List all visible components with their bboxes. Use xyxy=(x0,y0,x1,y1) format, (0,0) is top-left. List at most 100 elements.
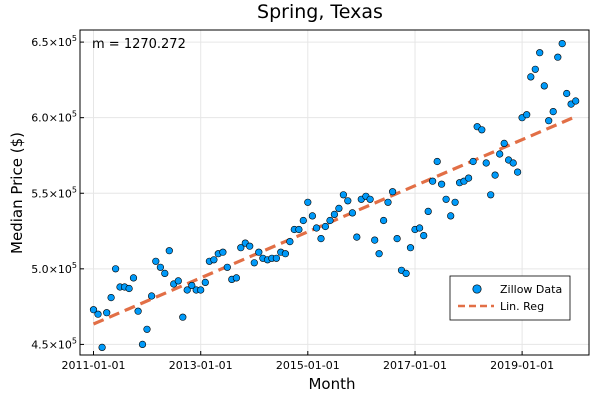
y-tick-mantissa: 4.5 xyxy=(31,338,49,351)
data-point xyxy=(496,150,504,158)
data-point xyxy=(540,82,548,90)
x-tick-label: 2019-01-01 xyxy=(490,359,554,372)
data-point xyxy=(174,277,182,285)
data-point xyxy=(210,256,218,264)
data-point xyxy=(312,224,321,232)
data-point xyxy=(223,263,231,271)
y-tick-times: ×10 xyxy=(49,263,72,276)
y-tick-exponent: 5 xyxy=(72,34,77,43)
data-point xyxy=(156,263,164,271)
y-tick-mantissa: 6.5 xyxy=(31,36,49,49)
data-point xyxy=(98,343,106,352)
data-point xyxy=(299,216,307,225)
data-point xyxy=(246,242,254,250)
data-point xyxy=(321,222,330,231)
data-point xyxy=(317,235,325,243)
data-point xyxy=(272,254,281,262)
data-point xyxy=(295,225,303,234)
data-point xyxy=(188,281,196,290)
y-axis-title: Median Price ($) xyxy=(8,132,26,254)
data-point xyxy=(335,204,343,212)
data-point xyxy=(201,278,209,287)
data-point xyxy=(281,250,290,258)
plot-frame xyxy=(79,29,590,356)
data-point xyxy=(384,198,392,206)
data-point xyxy=(442,195,450,203)
y-tick-label: 6.0×105 xyxy=(31,110,77,125)
regression-line xyxy=(92,115,577,326)
data-point xyxy=(134,307,142,315)
data-point xyxy=(366,195,374,203)
y-tick-exponent: 5 xyxy=(72,336,77,345)
data-point xyxy=(429,177,437,185)
data-point xyxy=(286,238,294,246)
data-point xyxy=(94,310,102,318)
grid xyxy=(80,30,589,355)
data-point xyxy=(179,313,187,321)
data-point xyxy=(183,286,191,294)
data-point xyxy=(375,250,383,258)
data-point xyxy=(478,126,486,134)
y-tick-times: ×10 xyxy=(49,112,72,125)
chart-title: Spring, Texas xyxy=(257,1,383,23)
data-point xyxy=(129,274,138,282)
data-point xyxy=(563,89,571,98)
data-point xyxy=(197,286,205,294)
data-point xyxy=(339,191,348,199)
data-point xyxy=(89,306,98,314)
data-point xyxy=(393,235,401,243)
y-tick-label: 4.5×105 xyxy=(31,336,77,351)
data-point xyxy=(424,207,432,215)
y-tick-exponent: 5 xyxy=(72,110,77,119)
data-point xyxy=(536,49,544,57)
data-point xyxy=(330,210,339,218)
y-tick-mantissa: 5.0 xyxy=(31,263,49,276)
points-layer xyxy=(89,39,580,352)
data-point xyxy=(491,171,499,179)
y-tick-exponent: 5 xyxy=(72,261,77,270)
x-tick-label: 2013-01-01 xyxy=(169,359,233,372)
data-point xyxy=(433,157,441,166)
data-point xyxy=(152,257,160,265)
data-point xyxy=(513,168,522,176)
data-point xyxy=(531,65,539,73)
data-point xyxy=(406,244,415,252)
data-point xyxy=(103,309,111,317)
data-point xyxy=(549,107,557,116)
data-point xyxy=(326,216,334,225)
legend-label-regression: Lin. Reg xyxy=(500,300,544,313)
data-point xyxy=(554,53,562,61)
y-tick-times: ×10 xyxy=(49,338,72,351)
data-point xyxy=(447,212,455,220)
data-point xyxy=(469,157,477,166)
data-point xyxy=(353,233,361,241)
regression-layer xyxy=(92,115,577,326)
data-point xyxy=(232,274,240,282)
data-point xyxy=(308,212,317,220)
data-point xyxy=(416,224,424,232)
legend: Zillow Data Lin. Reg xyxy=(449,275,571,321)
data-point xyxy=(107,294,115,302)
x-tick-label: 2011-01-01 xyxy=(62,359,126,372)
x-tick-label: 2015-01-01 xyxy=(276,359,340,372)
data-point xyxy=(165,247,173,255)
data-point xyxy=(389,188,397,196)
legend-marker-zillow xyxy=(472,284,482,294)
data-point xyxy=(482,159,490,167)
data-point xyxy=(545,117,553,125)
data-point xyxy=(344,197,352,205)
data-point xyxy=(125,284,133,293)
data-point xyxy=(500,139,508,147)
data-point xyxy=(380,216,388,225)
data-point xyxy=(250,259,258,267)
data-point xyxy=(558,39,566,48)
y-tick-label: 5.0×105 xyxy=(31,261,77,276)
data-point xyxy=(451,198,459,206)
data-point xyxy=(348,209,357,217)
data-point xyxy=(219,248,227,256)
y-tick-times: ×10 xyxy=(49,36,72,49)
data-point xyxy=(420,232,428,240)
